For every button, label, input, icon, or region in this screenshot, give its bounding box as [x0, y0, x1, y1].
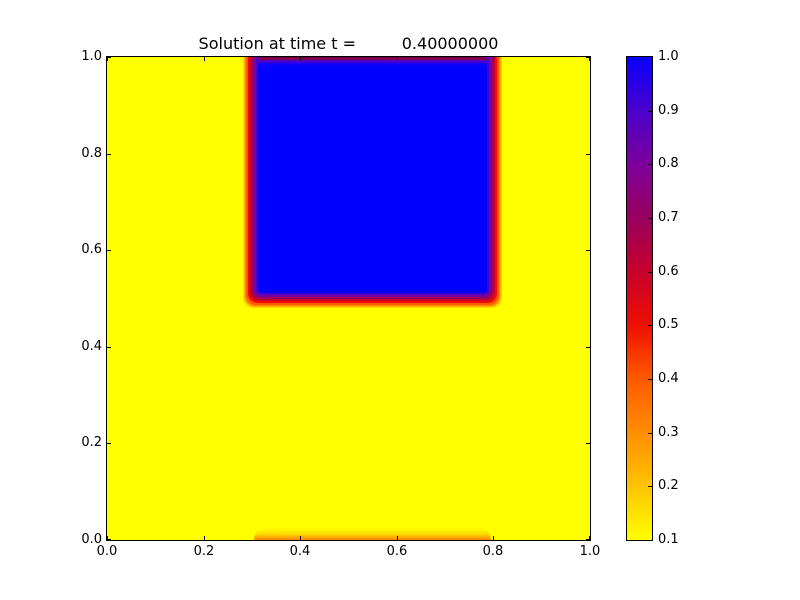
x-tick-mark: [203, 536, 205, 540]
colorbar-tick-label: 0.7: [658, 210, 679, 225]
colorbar-tick-label: 0.1: [658, 532, 679, 547]
x-tick-mark-top: [107, 57, 108, 61]
colorbar-tick-label: 0.9: [658, 103, 679, 118]
y-tick-mark: [107, 539, 111, 540]
colorbar-tick-label: 1.0: [658, 49, 679, 64]
x-tick-mark-top: [300, 57, 302, 61]
y-tick-label: 0.8: [81, 146, 102, 161]
colorbar-tick-label: 0.8: [658, 156, 679, 171]
x-tick-label: 0.0: [96, 544, 118, 559]
x-tick-mark-top: [589, 57, 590, 61]
x-tick-mark: [493, 536, 495, 540]
y-tick-label: 0.4: [81, 339, 102, 354]
colorbar-tick-label: 0.4: [658, 371, 679, 386]
heatmap-high-value-region: [257, 57, 488, 293]
x-tick-label: 0.4: [289, 544, 311, 559]
x-tick-mark-top: [493, 57, 495, 61]
colorbar-tick-mark: [648, 486, 652, 487]
colorbar-tick-mark: [648, 272, 652, 273]
y-tick-label: 0.6: [81, 242, 102, 257]
x-tick-label: 0.6: [386, 544, 408, 559]
colorbar-tick-mark: [648, 325, 652, 326]
colorbar-tick-label: 0.2: [658, 478, 679, 493]
x-tick-mark: [396, 536, 398, 540]
y-tick-mark: [107, 443, 111, 445]
y-tick-mark: [107, 346, 111, 348]
x-tick-label: 0.8: [482, 544, 504, 559]
heatmap-bottom-strip: [253, 528, 492, 540]
colorbar-tick-mark: [648, 164, 652, 165]
y-tick-label: 0.0: [81, 532, 102, 547]
y-tick-mark-right: [586, 153, 590, 155]
x-tick-label: 1.0: [579, 544, 601, 559]
colorbar-tick-mark: [648, 379, 652, 380]
y-tick-mark-right: [586, 443, 590, 445]
colorbar-tick-label: 0.5: [658, 317, 679, 332]
x-tick-mark-top: [203, 57, 205, 61]
heatmap-plot: [106, 56, 591, 541]
y-tick-mark: [107, 57, 111, 58]
x-tick-mark: [300, 536, 302, 540]
colorbar-tick-label: 0.6: [658, 264, 679, 279]
y-tick-label: 0.2: [81, 435, 102, 450]
y-tick-label: 1.0: [81, 49, 102, 64]
y-tick-mark: [107, 250, 111, 252]
plot-title: Solution at time t = 0.40000000: [198, 34, 499, 53]
y-tick-mark-right: [586, 250, 590, 252]
y-tick-mark-right: [586, 539, 590, 540]
colorbar-tick-mark: [648, 433, 652, 434]
colorbar-tick-mark: [648, 218, 652, 219]
x-tick-mark: [589, 536, 590, 540]
colorbar-gradient: [626, 56, 653, 541]
x-tick-label: 0.2: [193, 544, 215, 559]
colorbar-tick-label: 0.3: [658, 425, 679, 440]
x-tick-mark: [107, 536, 108, 540]
y-tick-mark-right: [586, 346, 590, 348]
y-tick-mark: [107, 153, 111, 155]
colorbar-tick-mark: [648, 111, 652, 112]
y-tick-mark-right: [586, 57, 590, 58]
x-tick-mark-top: [396, 57, 398, 61]
